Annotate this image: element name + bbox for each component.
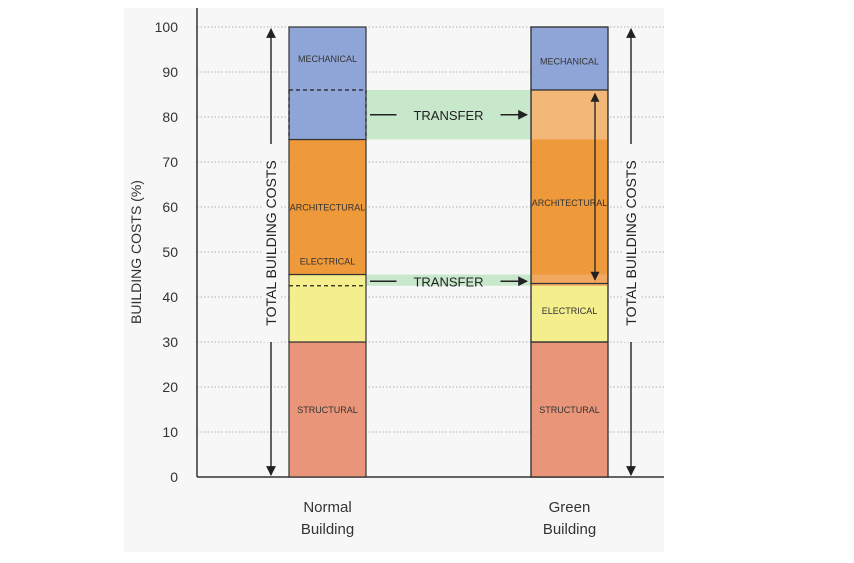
segment-label-1-structural: STRUCTURAL bbox=[297, 405, 358, 415]
bar-1-architectural bbox=[288, 138, 367, 276]
category-label-2-line-1: Green bbox=[549, 499, 591, 516]
y-axis-title: BUILDING COSTS (%) bbox=[128, 180, 144, 324]
segment-label-1-electrical: ELECTRICAL bbox=[300, 257, 356, 267]
transfer-label-2: TRANSFER bbox=[413, 274, 483, 289]
bar-2-outline bbox=[530, 26, 609, 478]
segment-label-1-architectural: ARCHITECTURAL bbox=[290, 203, 366, 213]
total-cost-label-2: TOTAL BUILDING COSTS bbox=[623, 160, 639, 325]
category-label-1-line-1: Normal bbox=[303, 499, 351, 516]
bar-1-electrical bbox=[288, 273, 367, 343]
y-tick-label-50: 50 bbox=[162, 244, 178, 260]
y-tick-label-20: 20 bbox=[162, 379, 178, 395]
y-tick-label-30: 30 bbox=[162, 334, 178, 350]
total-cost-label-1: TOTAL BUILDING COSTS bbox=[263, 160, 279, 325]
y-tick-label-10: 10 bbox=[162, 424, 178, 440]
segment-label-2-architectural: ARCHITECTURAL bbox=[532, 198, 608, 208]
bar-2-electrical bbox=[530, 282, 609, 343]
y-tick-label-40: 40 bbox=[162, 289, 178, 305]
total-cost-label-bg-2 bbox=[622, 144, 640, 342]
y-tick-label-70: 70 bbox=[162, 154, 178, 170]
transfer-label-1: TRANSFER bbox=[413, 108, 483, 123]
bar-1-structural bbox=[288, 341, 367, 478]
bar-2-structural bbox=[530, 341, 609, 478]
segment-label-2-electrical: ELECTRICAL bbox=[542, 306, 598, 316]
category-label-1-line-2: Building bbox=[301, 521, 354, 538]
segment-label-2-mechanical: MECHANICAL bbox=[540, 56, 599, 66]
segment-label-1-mechanical: MECHANICAL bbox=[298, 54, 357, 64]
bar-2-transfer-region-1 bbox=[532, 90, 607, 140]
y-tick-label-90: 90 bbox=[162, 64, 178, 80]
y-tick-label-0: 0 bbox=[170, 469, 178, 485]
y-tick-label-60: 60 bbox=[162, 199, 178, 215]
category-label-2-line-2: Building bbox=[543, 521, 596, 538]
total-cost-label-bg-1 bbox=[262, 144, 280, 342]
y-tick-label-80: 80 bbox=[162, 109, 178, 125]
bar-1-mechanical bbox=[288, 26, 367, 141]
y-tick-label-100: 100 bbox=[155, 19, 179, 35]
segment-label-2-structural: STRUCTURAL bbox=[539, 405, 600, 415]
bar-2-transfer-region-2 bbox=[532, 274, 607, 286]
transfer-band-2 bbox=[366, 274, 531, 286]
